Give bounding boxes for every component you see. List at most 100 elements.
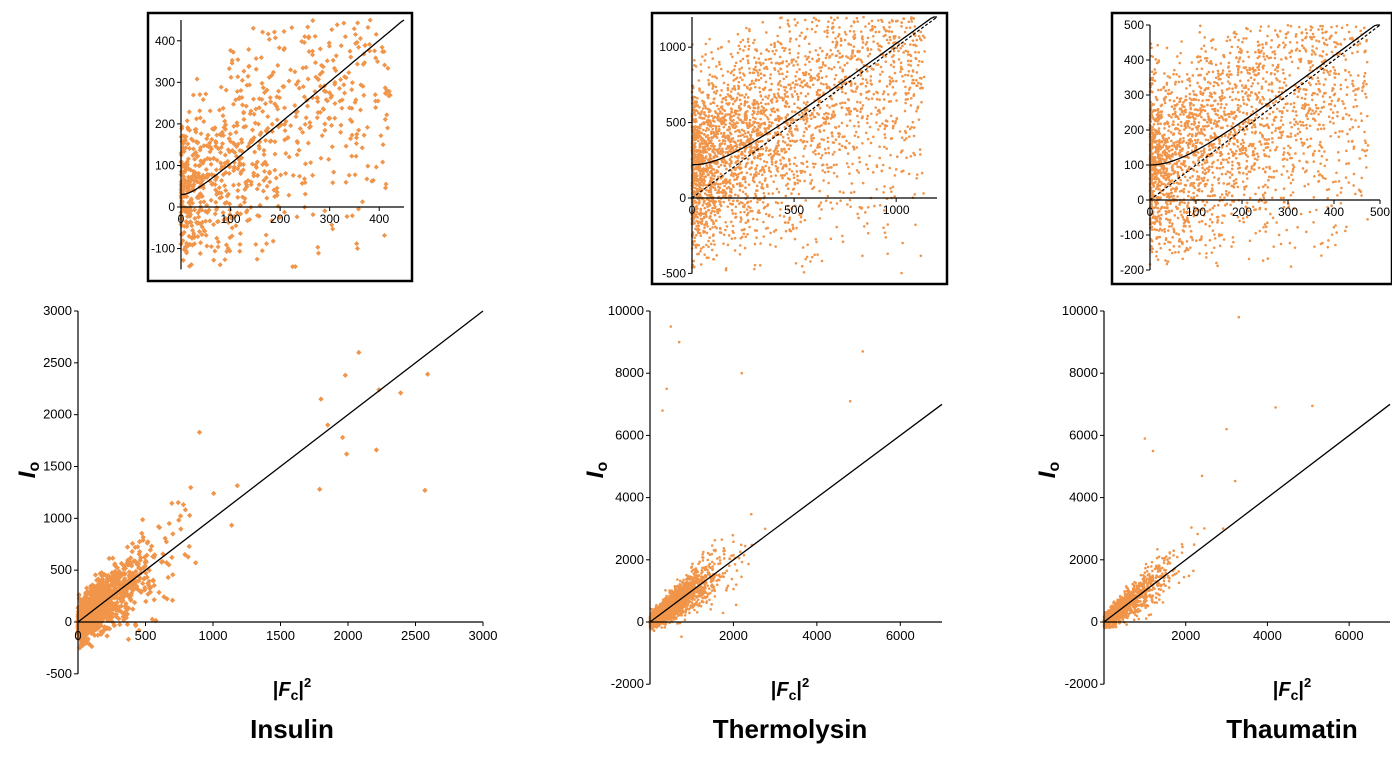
insulin-inset-point (249, 161, 255, 167)
thermolysin-main-point (710, 585, 714, 589)
insulin-inset-point (241, 110, 247, 116)
insulin-inset-point (230, 101, 237, 107)
thermolysin-main-point (676, 578, 679, 581)
insulin-inset-point (188, 167, 194, 173)
insulin-inset-point (258, 54, 264, 61)
thermolysin-main-point (692, 604, 696, 607)
insulin-inset-point (181, 247, 187, 253)
insulin-main-ytick-label: -500 (46, 666, 72, 681)
insulin-inset-point (245, 73, 251, 79)
thermolysin-main-point (686, 585, 690, 589)
insulin-inset-point (193, 149, 199, 156)
thermolysin-inset-point (874, 106, 878, 109)
insulin-main-point (89, 612, 95, 619)
thermolysin-main-point (710, 603, 713, 606)
thermolysin-main-point (703, 586, 707, 589)
thermolysin-main-point (688, 611, 691, 615)
insulin-main-point (185, 554, 191, 560)
insulin-inset-point (198, 131, 204, 137)
insulin-inset-point (301, 39, 307, 46)
thermolysin-main-point (696, 588, 699, 592)
thermolysin-inset-point (778, 72, 781, 76)
thermolysin-main-point (665, 597, 669, 601)
insulin-inset-point (185, 210, 191, 216)
insulin-main-point (140, 534, 146, 540)
insulin-inset-point (197, 115, 203, 121)
thermolysin-main-point (679, 601, 683, 605)
insulin-inset-point (354, 61, 360, 67)
insulin-inset-point (276, 45, 282, 51)
thermolysin-inset-point (844, 33, 848, 36)
insulin-inset-point (310, 172, 316, 178)
insulin-inset-point (207, 144, 213, 150)
insulin-inset-point (273, 175, 279, 181)
thermolysin-main-point (716, 583, 719, 587)
thermolysin-inset-point (826, 136, 830, 140)
insulin-inset-point (300, 129, 306, 135)
insulin-inset-point (192, 127, 198, 133)
insulin-inset-xtick-label: 300 (320, 212, 340, 226)
insulin-inset-point (338, 122, 344, 128)
insulin-inset-point (378, 133, 384, 139)
insulin-main-point (339, 434, 346, 441)
insulin-inset-point (213, 199, 219, 205)
insulin-main-point (95, 632, 101, 638)
thermolysin-main-point (710, 552, 714, 556)
thermolysin-inset-point (724, 95, 728, 99)
insulin-inset-point (263, 175, 269, 181)
insulin-inset-point (352, 31, 359, 38)
insulin-inset-point (253, 66, 259, 72)
thermolysin-main-point (695, 611, 699, 614)
insulin-inset-point (364, 176, 370, 182)
insulin-inset-point (233, 223, 239, 229)
thermolysin-main-point (686, 588, 690, 591)
insulin-inset-point (207, 140, 213, 146)
insulin-inset-point (238, 87, 244, 94)
thermolysin-main-point (861, 350, 865, 353)
insulin-main-point (140, 580, 146, 587)
insulin-inset-point (362, 42, 368, 48)
thermolysin-main-point (747, 562, 750, 566)
thermolysin-main-point (693, 608, 696, 612)
insulin-inset-point (182, 169, 188, 175)
insulin-inset-point (348, 136, 354, 142)
insulin-inset-point (353, 153, 359, 159)
insulin-inset-point (184, 178, 190, 185)
insulin-inset-point (264, 183, 270, 189)
insulin-inset-point (320, 64, 326, 70)
insulin-inset-point (197, 108, 203, 114)
insulin-inset-point (213, 167, 219, 173)
insulin-inset-point (309, 52, 316, 58)
insulin-main-point (137, 557, 143, 563)
thermolysin-main-point (677, 588, 681, 591)
insulin-inset-point (382, 185, 389, 191)
insulin-inset-point (265, 31, 271, 37)
thermolysin-main-point (707, 587, 711, 590)
insulin-main-point (84, 605, 91, 611)
thermolysin-main-point (725, 588, 728, 592)
insulin-inset-point (232, 213, 238, 219)
thermolysin-main-point (670, 597, 674, 600)
insulin-inset-point (356, 127, 362, 133)
insulin-inset-point (239, 139, 245, 145)
insulin-inset-point (218, 132, 224, 138)
insulin-inset-point (180, 207, 186, 213)
thermolysin-main-ytick-label: -2000 (611, 676, 644, 691)
thermolysin-main-point (701, 566, 704, 570)
thermolysin-main-point (693, 568, 696, 571)
insulin-inset-point (201, 143, 207, 149)
thermolysin-main-point (687, 607, 691, 611)
insulin-inset-point (332, 101, 338, 107)
insulin-inset-point (334, 22, 340, 28)
insulin-inset-point (372, 92, 378, 98)
thermolysin-main-point (668, 596, 671, 599)
thermolysin-inset-point (733, 88, 737, 91)
insulin-inset-point (193, 116, 200, 122)
thermolysin-main-point (722, 547, 726, 550)
thermolysin-main-point (723, 571, 727, 575)
insulin-main-chart: 0 500 1000 1500 2000 2500 3000-500050010001500… (43, 303, 497, 681)
insulin-inset-point (219, 141, 226, 147)
insulin-inset-point (225, 245, 231, 251)
insulin-inset-point (385, 125, 391, 131)
insulin-inset-point (353, 135, 360, 141)
